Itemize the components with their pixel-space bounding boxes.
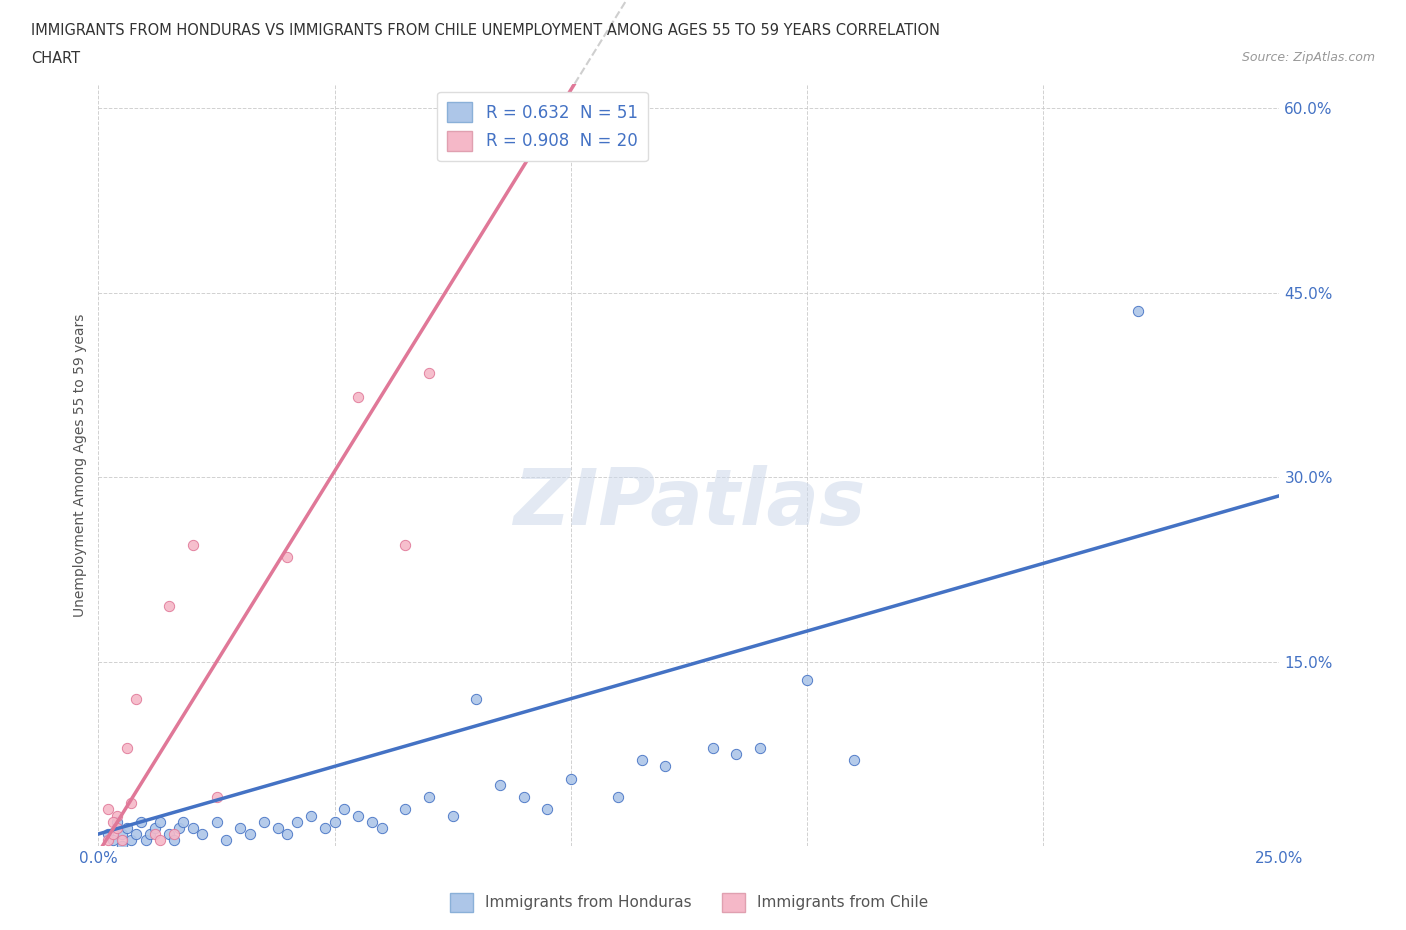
Point — [333, 802, 356, 817]
Point — [121, 832, 143, 847]
Text: ZIPatlas: ZIPatlas — [513, 465, 865, 541]
Point — [215, 832, 238, 847]
Point — [205, 815, 228, 830]
Point — [299, 808, 322, 823]
Point — [725, 747, 748, 762]
Point — [253, 815, 276, 830]
Point — [125, 691, 148, 706]
Point — [163, 827, 186, 842]
Point — [748, 740, 770, 755]
Point — [285, 815, 308, 830]
Point — [560, 771, 582, 786]
Point — [314, 820, 336, 835]
Point — [105, 808, 128, 823]
Point — [181, 538, 204, 552]
Point — [163, 832, 186, 847]
Point — [536, 802, 558, 817]
Point — [181, 820, 204, 835]
Point — [229, 820, 252, 835]
Point — [394, 802, 416, 817]
Point — [844, 752, 866, 767]
Point — [347, 808, 370, 823]
Point — [418, 365, 440, 380]
Point — [465, 691, 488, 706]
Point — [276, 550, 298, 565]
Point — [267, 820, 290, 835]
Point — [115, 740, 138, 755]
Point — [101, 832, 124, 847]
Point — [607, 790, 630, 804]
Point — [654, 759, 676, 774]
Point — [441, 808, 464, 823]
Point — [157, 599, 180, 614]
Y-axis label: Unemployment Among Ages 55 to 59 years: Unemployment Among Ages 55 to 59 years — [73, 313, 87, 617]
Point — [323, 815, 346, 830]
Point — [143, 827, 166, 842]
Point — [149, 815, 172, 830]
Point — [139, 827, 162, 842]
Point — [512, 790, 534, 804]
Point — [394, 538, 416, 552]
Text: IMMIGRANTS FROM HONDURAS VS IMMIGRANTS FROM CHILE UNEMPLOYMENT AMONG AGES 55 TO : IMMIGRANTS FROM HONDURAS VS IMMIGRANTS F… — [31, 23, 941, 38]
Point — [149, 832, 172, 847]
Point — [361, 815, 384, 830]
Point — [205, 790, 228, 804]
Point — [489, 777, 512, 792]
Point — [796, 672, 818, 687]
Point — [101, 827, 124, 842]
Point — [135, 832, 157, 847]
Point — [121, 796, 143, 811]
Point — [371, 820, 394, 835]
Point — [157, 827, 180, 842]
Point — [97, 802, 120, 817]
Point — [1126, 304, 1149, 319]
Point — [111, 832, 134, 847]
Point — [167, 820, 190, 835]
Point — [115, 820, 138, 835]
Point — [630, 752, 652, 767]
Text: Source: ZipAtlas.com: Source: ZipAtlas.com — [1241, 51, 1375, 64]
Point — [702, 740, 724, 755]
Point — [129, 815, 152, 830]
Point — [347, 390, 370, 405]
Point — [97, 832, 120, 847]
Point — [105, 815, 128, 830]
Point — [239, 827, 262, 842]
Point — [97, 827, 120, 842]
Text: CHART: CHART — [31, 51, 80, 66]
Point — [111, 839, 134, 854]
Legend: R = 0.632  N = 51, R = 0.908  N = 20: R = 0.632 N = 51, R = 0.908 N = 20 — [437, 92, 648, 161]
Legend: Immigrants from Honduras, Immigrants from Chile: Immigrants from Honduras, Immigrants fro… — [443, 887, 935, 918]
Point — [101, 815, 124, 830]
Point — [172, 815, 194, 830]
Point — [125, 827, 148, 842]
Point — [143, 820, 166, 835]
Point — [418, 790, 440, 804]
Point — [111, 827, 134, 842]
Point — [191, 827, 214, 842]
Point — [276, 827, 298, 842]
Point — [105, 820, 128, 835]
